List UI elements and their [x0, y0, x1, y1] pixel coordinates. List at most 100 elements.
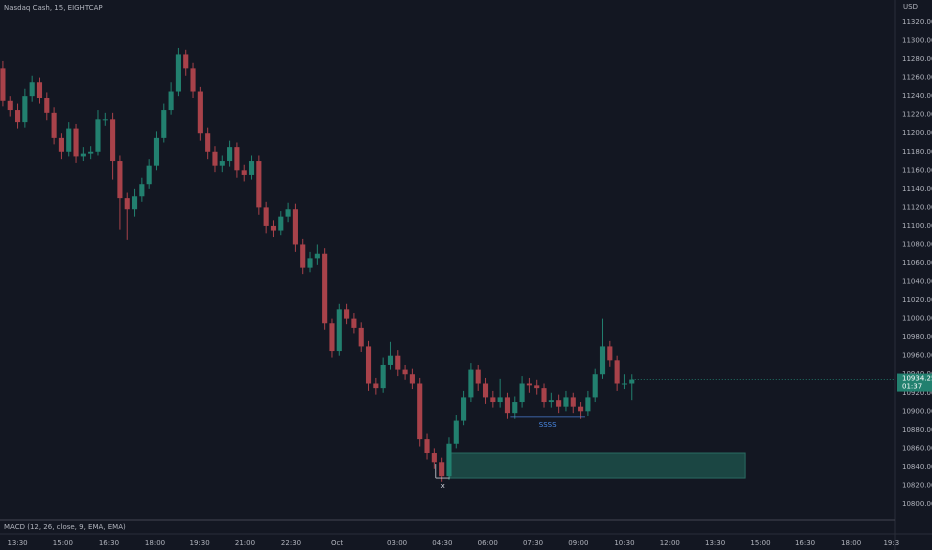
- candle-body: [161, 110, 167, 138]
- candle-body: [431, 453, 437, 463]
- x-tick-label: 09:00: [568, 539, 588, 547]
- candle-body: [512, 402, 518, 414]
- candle-body: [95, 119, 101, 152]
- candle-body: [599, 346, 606, 375]
- candle-body: [58, 137, 64, 152]
- candle-body: [219, 161, 225, 166]
- y-tick-label: 11220.00: [902, 111, 932, 119]
- candle-body: [73, 128, 79, 157]
- x-tick-label: 07:30: [523, 539, 543, 547]
- candle-body: [307, 258, 313, 268]
- candle-body: [490, 397, 496, 403]
- x-tick-label: 15:00: [750, 539, 770, 547]
- candle-body: [146, 165, 152, 185]
- chart-title: Nasdaq Cash, 15, EIGHTCAP: [4, 4, 103, 12]
- x-tick-label: 18:00: [145, 539, 165, 547]
- candle-body: [424, 439, 430, 454]
- y-tick-label: 11100.00: [902, 222, 932, 230]
- candle-body: [110, 119, 116, 162]
- y-tick-label: 11060.00: [902, 259, 932, 267]
- candle-body: [534, 385, 540, 389]
- x-tick-label: 13:30: [705, 539, 725, 547]
- candle-body: [373, 383, 379, 389]
- candle-body: [504, 397, 511, 414]
- candle-body: [51, 112, 57, 138]
- candle-body: [446, 443, 452, 477]
- x-tick-label: 16:30: [795, 539, 815, 547]
- candle-body: [497, 397, 503, 403]
- candle-body: [475, 369, 481, 384]
- candle-body: [270, 225, 277, 231]
- candle-body: [241, 170, 247, 175]
- x-tick-label: 16:30: [99, 539, 119, 547]
- candle-body: [621, 383, 628, 385]
- candle-body: [329, 323, 335, 352]
- y-tick-label: 11200.00: [902, 129, 932, 137]
- y-tick-label: 10980.00: [902, 333, 932, 341]
- candle-body: [314, 253, 320, 259]
- candle-body: [175, 54, 181, 92]
- y-tick-label: 11120.00: [902, 203, 932, 211]
- y-tick-label: 10880.00: [902, 426, 932, 434]
- candle-body: [0, 68, 6, 101]
- candle-body: [29, 82, 35, 97]
- y-tick-label: 11320.00: [902, 18, 932, 26]
- candle-body: [519, 383, 525, 403]
- x-tick-label: 04:30: [432, 539, 452, 547]
- candle-body: [88, 151, 94, 154]
- annotation-label: x: [441, 482, 445, 490]
- y-tick-label: 11280.00: [902, 55, 932, 63]
- candle-body: [387, 355, 394, 365]
- last-price-label: 10934.25: [902, 375, 932, 383]
- candle-body: [578, 406, 584, 412]
- y-tick-label: 11260.00: [902, 74, 932, 82]
- candle-body: [563, 397, 569, 407]
- candle-body: [292, 209, 298, 245]
- candle-body: [556, 400, 562, 407]
- y-tick-label: 11240.00: [902, 92, 932, 100]
- y-tick-label: 11140.00: [902, 185, 932, 193]
- y-tick-label: 10860.00: [902, 444, 932, 452]
- candle-body: [351, 318, 357, 328]
- currency: USD: [903, 3, 918, 11]
- candle-body: [22, 96, 28, 123]
- y-tick-label: 11080.00: [902, 240, 932, 248]
- candle-body: [300, 244, 306, 268]
- candle-body: [395, 355, 401, 370]
- y-tick-label: 11160.00: [902, 166, 932, 174]
- y-tick-label: 10920.00: [902, 389, 932, 397]
- candle-body: [482, 383, 489, 398]
- x-tick-label: 18:00: [841, 539, 861, 547]
- candle-body: [153, 137, 160, 166]
- candle-body: [234, 147, 240, 171]
- candle-body: [263, 207, 269, 226]
- y-tick-label: 10840.00: [902, 463, 932, 471]
- x-tick-label: 03:00: [387, 539, 407, 547]
- candle-body: [285, 209, 291, 217]
- candle-body: [322, 253, 328, 324]
- candle-body: [526, 383, 532, 386]
- candle-body: [139, 184, 145, 197]
- candle-body: [248, 161, 255, 175]
- x-tick-label: Oct: [331, 539, 343, 547]
- candle-body: [468, 369, 474, 398]
- x-tick-label: 22:30: [281, 539, 301, 547]
- candle-body: [168, 91, 174, 111]
- countdown: 01:37: [902, 383, 922, 391]
- candle-body: [124, 198, 130, 210]
- y-tick-label: 11040.00: [902, 278, 932, 286]
- y-tick-label: 10820.00: [902, 481, 932, 489]
- candle-body: [592, 374, 598, 398]
- x-tick-label: 19:30: [190, 539, 210, 547]
- candle-body: [205, 133, 211, 152]
- candle-body: [461, 397, 467, 421]
- candle-body: [344, 309, 350, 319]
- x-tick-label: 06:00: [478, 539, 498, 547]
- candle-body: [212, 151, 218, 166]
- indicator-label: MACD (12, 26, close, 9, EMA, EMA): [4, 523, 126, 531]
- candle-body: [183, 54, 189, 69]
- candle-body: [439, 462, 445, 477]
- candle-body: [80, 153, 86, 157]
- candle-body: [44, 98, 50, 113]
- candle-body: [117, 161, 123, 199]
